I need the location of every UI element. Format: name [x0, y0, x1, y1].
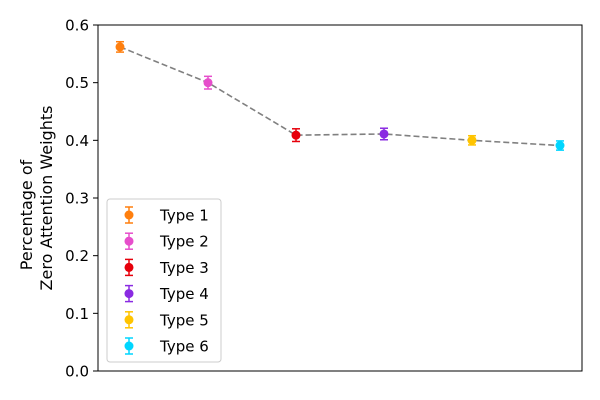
connector-layer — [119, 46, 561, 147]
data-point — [115, 40, 125, 53]
y-tick-label: 0.1 — [65, 305, 89, 323]
y-axis-label-line-2: Zero Attention Weights — [37, 106, 56, 291]
legend: Type 1 Type 2 Type 3 Type 4 Type 5 Type 6 — [106, 198, 222, 363]
y-tick-label: 0.3 — [65, 190, 89, 208]
data-point — [203, 75, 213, 90]
y-tick-label: 0.2 — [65, 247, 89, 265]
legend-box — [106, 198, 222, 363]
legend-marker — [124, 315, 134, 325]
data-point — [291, 128, 301, 143]
legend-item: Type 4 — [124, 284, 209, 303]
legend-item: Type 3 — [124, 258, 209, 277]
legend-marker — [124, 341, 134, 351]
legend-item: Type 5 — [124, 311, 209, 329]
legend-label: Type 2 — [159, 233, 209, 251]
legend-label: Type 3 — [159, 259, 209, 277]
legend-item: Type 6 — [124, 337, 209, 356]
point-marker — [379, 129, 389, 139]
legend-marker — [124, 236, 134, 246]
point-marker — [291, 130, 301, 140]
y-tick-label: 0.4 — [65, 132, 89, 150]
connector-line — [119, 46, 561, 147]
plot-axes: 0.0 0.1 0.2 0.3 0.4 0.5 0.6 — [65, 17, 583, 381]
legend-item: Type 2 — [124, 232, 209, 251]
point-marker — [467, 135, 477, 145]
point-marker — [115, 42, 125, 52]
y-axis-label-line-1: Percentage of — [17, 159, 36, 270]
data-point — [379, 127, 389, 141]
legend-label: Type 4 — [159, 285, 209, 303]
legend-marker — [124, 262, 134, 272]
point-marker — [555, 141, 565, 151]
points-layer — [115, 40, 565, 151]
legend-marker — [124, 289, 134, 299]
y-tick-label: 0.6 — [65, 17, 89, 35]
y-tick-label: 0.5 — [65, 74, 89, 92]
legend-label: Type 5 — [159, 311, 209, 329]
legend-marker — [124, 210, 134, 220]
legend-label: Type 6 — [159, 338, 209, 356]
legend-label: Type 1 — [159, 207, 209, 225]
data-point — [467, 134, 477, 146]
y-tick-label: 0.0 — [65, 363, 89, 381]
point-marker — [203, 78, 213, 88]
data-point — [555, 140, 565, 151]
legend-item: Type 1 — [124, 206, 209, 225]
